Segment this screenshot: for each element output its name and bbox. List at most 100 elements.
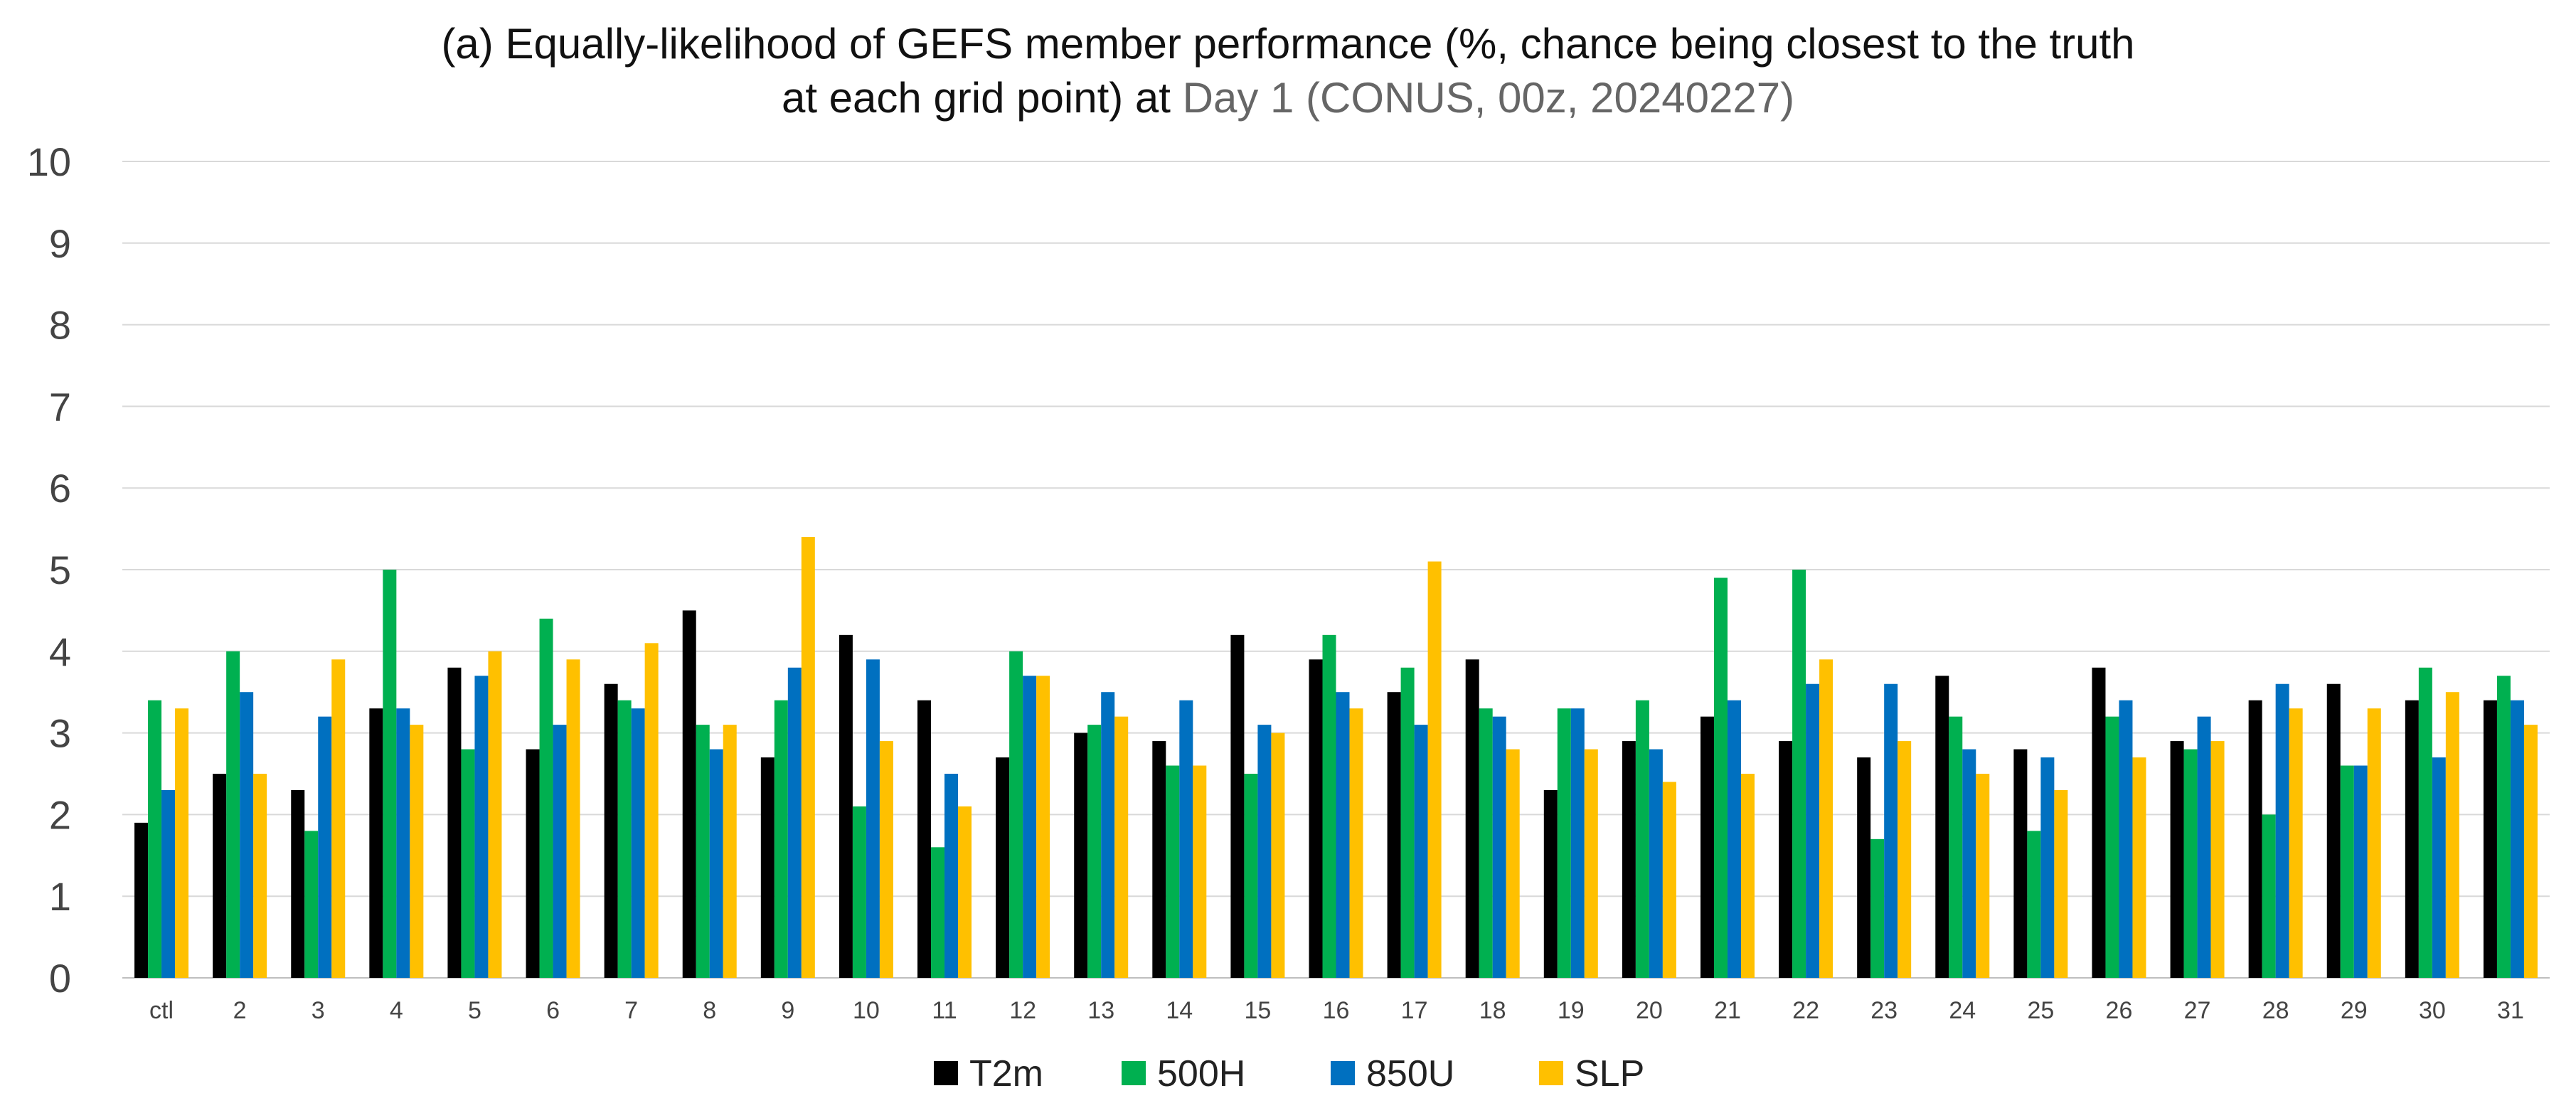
bar-500h-6 (539, 618, 553, 978)
bar-500h-ctl (148, 700, 162, 978)
bar-850u-31 (2510, 700, 2524, 978)
bar-850u-7 (631, 708, 645, 978)
bar-slp-28 (2289, 708, 2303, 978)
bar-t2m-28 (2248, 700, 2262, 978)
bar-500h-17 (1400, 667, 1415, 978)
bar-t2m-17 (1387, 692, 1401, 978)
y-tick-label: 4 (49, 629, 71, 674)
x-tick-label: 17 (1401, 997, 1428, 1024)
bar-t2m-25 (2013, 749, 2028, 978)
x-tick-label: 10 (853, 997, 880, 1024)
x-tick-label: 25 (2027, 997, 2054, 1024)
bar-slp-19 (1584, 749, 1598, 978)
x-tick-label: 14 (1166, 997, 1193, 1024)
legend-swatch-500h (1122, 1061, 1146, 1085)
legend: T2m 500H 850U SLP (934, 1053, 1644, 1094)
bar-500h-19 (1557, 708, 1571, 978)
bar-500h-4 (383, 570, 397, 978)
bar-500h-7 (617, 700, 632, 978)
bar-850u-23 (1884, 683, 1898, 978)
bar-500h-8 (696, 725, 710, 978)
bar-850u-26 (2119, 700, 2133, 978)
y-tick-label: 1 (49, 874, 71, 919)
bar-slp-31 (2523, 725, 2538, 978)
bar-850u-18 (1492, 716, 1506, 978)
bar-t2m-29 (2326, 683, 2341, 978)
y-tick-label: 2 (49, 792, 71, 837)
bar-t2m-18 (1465, 659, 1479, 978)
bar-850u-16 (1336, 692, 1350, 978)
bar-t2m-11 (917, 700, 932, 978)
y-tick-label: 5 (49, 548, 71, 592)
bar-slp-4 (410, 725, 424, 978)
bar-850u-15 (1257, 725, 1272, 978)
x-tick-label: 18 (1479, 997, 1506, 1024)
legend-label-500h: 500H (1157, 1053, 1245, 1094)
x-tick-label: 23 (1870, 997, 1898, 1024)
chart-title-highlight: Day 1 (CONUS, 00z, 20240227) (1183, 74, 1794, 122)
bar-500h-9 (774, 700, 788, 978)
bar-850u-30 (2432, 757, 2446, 978)
bar-t2m-24 (1935, 676, 1949, 978)
bar-t2m-16 (1309, 659, 1323, 978)
bar-500h-12 (1009, 651, 1023, 978)
bar-slp-16 (1349, 708, 1363, 978)
bar-850u-22 (1806, 683, 1820, 978)
bar-t2m-8 (682, 610, 696, 978)
bar-500h-24 (1949, 716, 1963, 978)
bar-slp-29 (2367, 708, 2381, 978)
bar-850u-11 (944, 774, 959, 978)
bar-500h-27 (2183, 749, 2198, 978)
bar-500h-28 (2262, 814, 2276, 978)
bar-850u-21 (1727, 700, 1741, 978)
bar-850u-13 (1101, 692, 1115, 978)
bar-t2m-13 (1074, 733, 1088, 978)
bar-slp-17 (1427, 561, 1442, 978)
bar-slp-22 (1819, 659, 1833, 978)
bar-slp-6 (566, 659, 580, 978)
bar-t2m-15 (1230, 634, 1245, 978)
x-tick-label: 28 (2262, 997, 2289, 1024)
bar-slp-5 (488, 651, 502, 978)
bar-t2m-6 (526, 749, 540, 978)
x-tick-label: 19 (1558, 997, 1585, 1024)
x-tick-label: 7 (624, 997, 638, 1024)
bar-500h-18 (1479, 708, 1493, 978)
x-tick-label: 24 (1949, 997, 1976, 1024)
bar-850u-4 (396, 708, 410, 978)
bar-850u-25 (2040, 757, 2055, 978)
bar-850u-29 (2353, 765, 2368, 978)
bar-500h-3 (304, 831, 319, 978)
x-tick-label: 5 (468, 997, 481, 1024)
bar-850u-17 (1414, 725, 1428, 978)
bar-t2m-22 (1779, 741, 1793, 978)
bar-850u-19 (1570, 708, 1585, 978)
x-tick-label: 3 (312, 997, 325, 1024)
bar-850u-20 (1649, 749, 1663, 978)
y-tick-label: 0 (49, 956, 71, 1001)
bar-500h-10 (852, 806, 866, 978)
bar-slp-21 (1740, 774, 1755, 978)
legend-label-slp: SLP (1575, 1053, 1644, 1094)
bar-slp-30 (2445, 692, 2459, 978)
bar-500h-25 (2027, 831, 2041, 978)
bar-500h-30 (2418, 667, 2432, 978)
x-tick-label: 15 (1244, 997, 1271, 1024)
x-tick-label: 12 (1009, 997, 1036, 1024)
bar-t2m-31 (2483, 700, 2497, 978)
chart-title-line-2-prefix: at each grid point) at (782, 74, 1183, 122)
bar-slp-14 (1193, 765, 1207, 978)
y-tick-label: 8 (49, 303, 71, 348)
bar-t2m-7 (604, 683, 618, 978)
bar-500h-31 (2496, 676, 2511, 978)
bar-850u-2 (240, 692, 254, 978)
x-tick-label: 30 (2419, 997, 2446, 1024)
bar-t2m-21 (1700, 716, 1714, 978)
bar-slp-23 (1898, 741, 1912, 978)
bar-500h-16 (1322, 634, 1336, 978)
bar-850u-27 (2197, 716, 2211, 978)
bar-t2m-23 (1857, 757, 1871, 978)
legend-swatch-t2m (934, 1061, 958, 1085)
y-axis-ticks: 0 1 2 3 4 5 6 7 8 9 10 (27, 139, 71, 1001)
